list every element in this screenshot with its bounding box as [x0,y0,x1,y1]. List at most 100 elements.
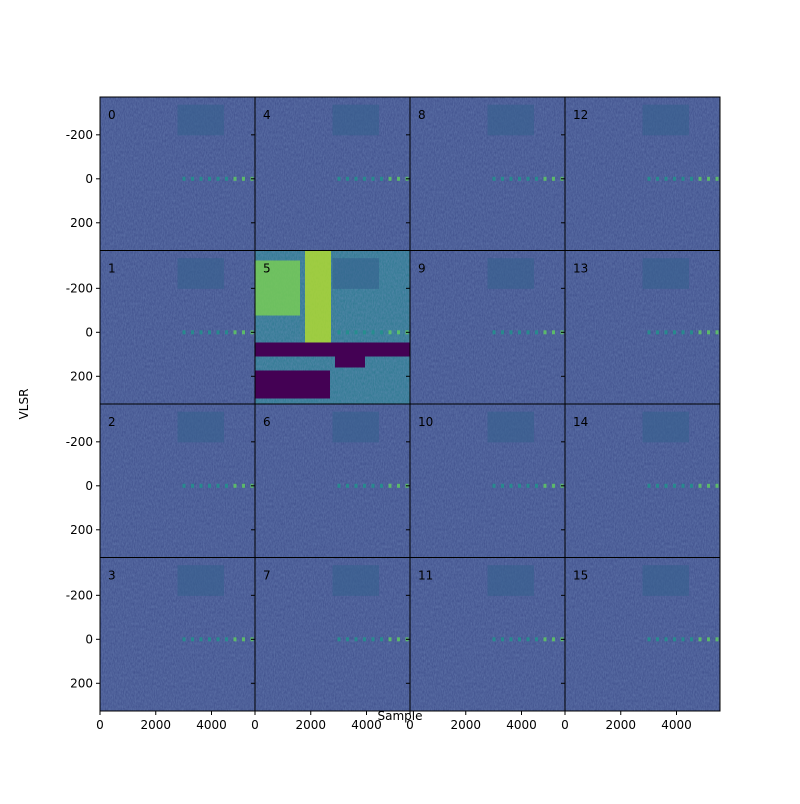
heatmap-texture [216,176,220,181]
heatmap-texture [673,176,676,181]
heatmap-texture [199,330,203,335]
heatmap-texture [664,330,668,335]
heatmap-texture [501,637,504,642]
heatmap-texture [371,330,375,335]
y-axis-label: VLSR [17,389,31,420]
heatmap-texture [191,176,194,181]
y-tick-label: -200 [66,128,93,142]
heatmap-texture [371,483,375,488]
heatmap-texture [225,637,228,642]
heatmap-texture [492,176,496,181]
heatmap-texture [698,483,702,488]
heatmap-texture [363,176,366,181]
heatmap-texture [335,355,365,368]
x-tick-label: 0 [561,718,569,732]
heatmap-texture [715,483,719,488]
heatmap-texture [182,637,186,642]
heatmap-texture [664,637,668,642]
heatmap-texture [681,176,685,181]
heatmap-texture [715,176,719,181]
heatmap-texture [208,637,211,642]
heatmap-texture [698,637,702,642]
x-axis-label: Sample [378,709,423,723]
heatmap-texture [647,330,651,335]
heatmap-texture [233,637,237,642]
heatmap-texture [518,330,521,335]
panel-label: 4 [263,108,271,122]
y-tick-label: 200 [70,369,93,383]
heatmap-texture [501,483,504,488]
heatmap-texture [673,483,676,488]
heatmap-texture [242,330,245,335]
heatmap-texture [363,330,366,335]
heatmap-texture [332,104,379,136]
heatmap-texture [526,176,530,181]
panel-label: 13 [573,262,588,276]
heatmap-texture [690,637,693,642]
heatmap-texture [354,330,358,335]
heatmap-texture [642,565,689,596]
heatmap-texture [225,330,228,335]
heatmap-texture [690,176,693,181]
x-tick-label: 4000 [506,718,537,732]
heatmap-texture [543,330,547,335]
heatmap-texture [371,637,375,642]
heatmap-texture [255,370,330,399]
heatmap-texture [332,258,379,289]
heatmap-texture [177,411,224,443]
panel-label: 8 [418,108,426,122]
heatmap-texture [177,104,224,136]
heatmap-texture [182,483,186,488]
y-tick-label: 200 [70,216,93,230]
panel-label: 1 [108,262,116,276]
heatmap-texture [191,637,194,642]
x-tick-label: 0 [406,718,414,732]
panel-label: 2 [108,415,116,429]
heatmap-texture [191,330,194,335]
x-tick-label: 0 [96,718,104,732]
heatmap-texture [552,330,555,335]
heatmap-texture [526,637,530,642]
heatmap-texture [535,483,538,488]
heatmap-texture [388,330,392,335]
heatmap-texture [242,483,245,488]
heatmap-texture [552,176,555,181]
x-tick-label: 2000 [295,718,326,732]
heatmap-texture [388,483,392,488]
heatmap-texture [673,330,676,335]
x-tick-label: 4000 [661,718,692,732]
heatmap-texture [552,483,555,488]
heatmap-texture [656,483,659,488]
heatmap-texture [487,104,534,136]
y-tick-label: 200 [70,676,93,690]
heatmap-texture [681,330,685,335]
heatmap-texture [225,483,228,488]
heatmap-texture [397,637,400,642]
y-tick-label: 200 [70,523,93,537]
heatmap-texture [509,176,513,181]
heatmap-texture [182,330,186,335]
heatmap-texture [647,637,651,642]
panel-label: 0 [108,108,116,122]
heatmap-texture [535,637,538,642]
heatmap-texture [397,330,400,335]
x-tick-label: 4000 [351,718,382,732]
heatmap-texture [707,637,710,642]
panel-frame [564,557,721,712]
heatmap-texture [715,637,719,642]
heatmap-texture [199,483,203,488]
heatmap-texture [501,176,504,181]
heatmap-texture [354,637,358,642]
heatmap-texture [208,483,211,488]
heatmap-texture [518,176,521,181]
heatmap-texture [346,637,349,642]
heatmap-texture [518,483,521,488]
heatmap-texture [543,483,547,488]
heatmap-texture [363,483,366,488]
heatmap-texture [642,411,689,443]
panel-label: 14 [573,415,588,429]
heatmap-texture [681,483,685,488]
heatmap-texture [199,176,203,181]
y-tick-label: -200 [66,281,93,295]
heatmap-texture [681,637,685,642]
